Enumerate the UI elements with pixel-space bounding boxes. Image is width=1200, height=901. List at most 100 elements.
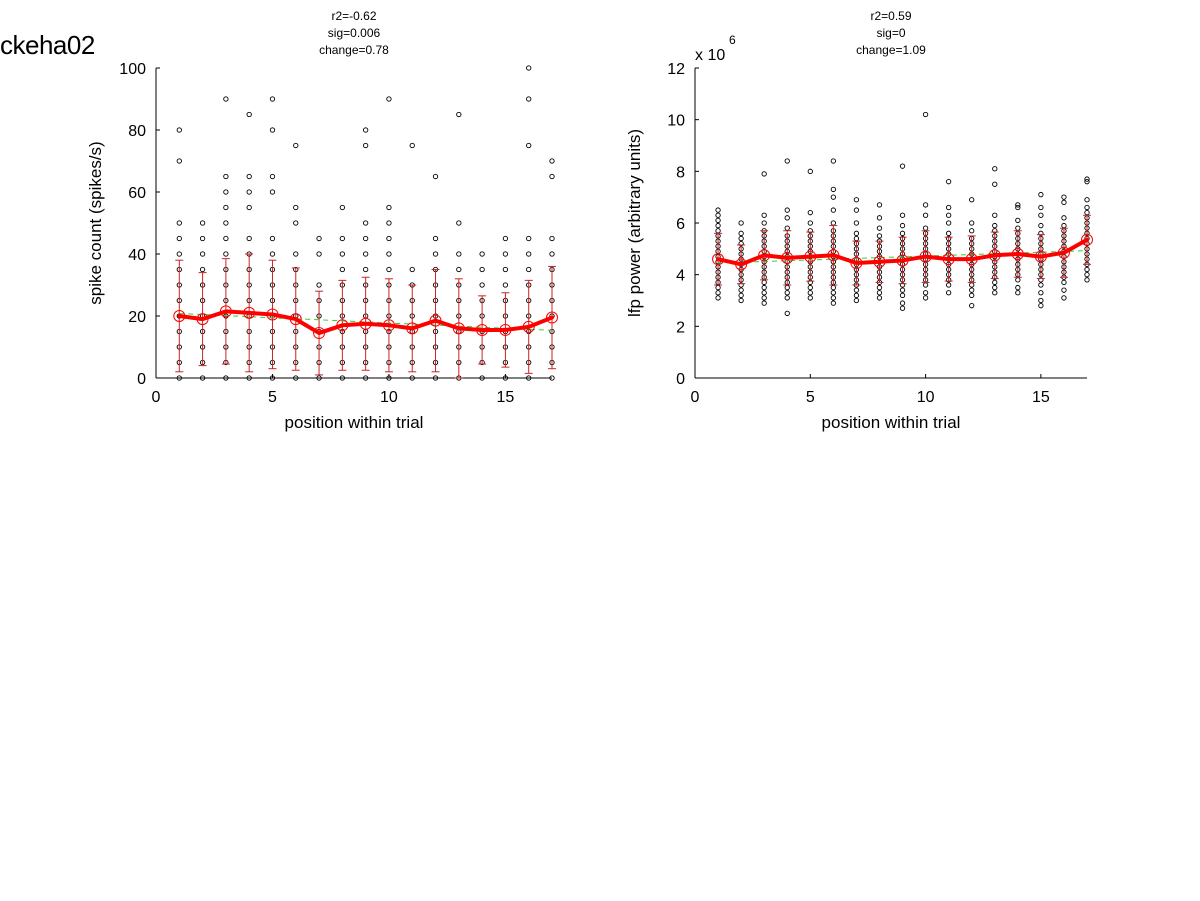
y-tick-label: 80 — [128, 123, 146, 140]
data-point — [526, 65, 532, 71]
data-point — [830, 295, 837, 301]
mean-marker — [942, 253, 955, 266]
data-point — [246, 204, 252, 211]
data-point — [715, 290, 721, 296]
data-point — [456, 220, 462, 226]
data-point — [293, 142, 299, 149]
data-point — [853, 230, 860, 236]
stat-line: r2=-0.62 — [331, 9, 376, 23]
data-point — [784, 290, 790, 296]
data-point — [922, 202, 929, 208]
data-point — [853, 207, 860, 213]
data-point — [339, 235, 346, 242]
data-point — [876, 284, 883, 291]
data-point — [432, 375, 439, 381]
mean-marker — [712, 253, 725, 266]
data-point — [432, 251, 439, 257]
data-point — [386, 96, 392, 102]
data-point — [807, 210, 813, 216]
data-point — [293, 251, 299, 257]
data-point — [784, 295, 790, 301]
y-tick-label: 60 — [128, 185, 146, 202]
data-point — [922, 111, 929, 118]
data-point — [1015, 225, 1021, 231]
data-point — [992, 290, 998, 296]
fit-line — [718, 250, 1088, 264]
mean-marker — [266, 308, 279, 321]
data-point — [1084, 179, 1090, 185]
data-point — [269, 375, 276, 381]
data-point — [293, 375, 299, 381]
data-point — [830, 300, 837, 306]
data-point — [830, 290, 837, 296]
error-bars — [175, 253, 556, 379]
mean-marker — [546, 311, 558, 324]
data-point — [199, 375, 206, 381]
data-point — [876, 202, 883, 208]
data-point — [246, 173, 252, 180]
data-point — [293, 220, 299, 226]
data-point — [807, 220, 813, 226]
mean-line — [177, 309, 554, 336]
data-point — [784, 284, 790, 291]
data-point — [761, 284, 767, 291]
x-tick-label: 0 — [691, 389, 700, 406]
data-point — [386, 266, 392, 273]
x-axis-label: position within trial — [822, 413, 961, 432]
data-point — [784, 158, 790, 164]
data-point — [223, 375, 229, 381]
mean-marker — [499, 323, 512, 336]
data-point — [922, 290, 929, 296]
y-tick-label: 0 — [137, 371, 146, 388]
y-tick-label: 100 — [119, 61, 146, 78]
data-point — [969, 303, 975, 309]
data-point — [853, 292, 860, 298]
data-point — [992, 166, 998, 172]
data-point — [386, 204, 392, 211]
data-point — [761, 279, 767, 286]
data-point — [1038, 191, 1044, 198]
data-point — [199, 266, 206, 273]
x-tick-label: 15 — [1032, 389, 1050, 406]
data-point — [549, 375, 555, 381]
y-tick-label: 12 — [667, 61, 685, 78]
data-point — [269, 96, 276, 102]
mean-marker — [988, 249, 1001, 262]
data-point — [807, 168, 813, 174]
mean-marker — [406, 322, 419, 335]
data-point — [1015, 204, 1021, 211]
mean-markers — [712, 233, 1093, 271]
data-point — [1084, 197, 1090, 203]
data-point — [807, 290, 813, 296]
data-point — [176, 235, 182, 242]
y-tick-label: 0 — [676, 371, 685, 388]
data-point — [502, 235, 509, 242]
data-point — [876, 225, 883, 231]
data-point — [899, 163, 906, 169]
data-point — [362, 220, 369, 226]
y-tick-label: 2 — [676, 319, 685, 336]
data-point — [922, 212, 929, 218]
data-point — [479, 282, 485, 288]
data-point — [1084, 272, 1090, 278]
data-point — [362, 235, 369, 242]
mean-marker — [313, 327, 326, 340]
data-point — [1084, 277, 1090, 283]
data-point — [738, 220, 744, 226]
data-point — [502, 375, 509, 381]
mean-marker — [359, 317, 372, 330]
data-point — [830, 194, 837, 200]
data-point — [830, 207, 837, 213]
chart-panel-1: r2=-0.62 sig=0.006 change=0.78 0 5 10 15 0 20 40 6… — [86, 9, 558, 432]
data-points — [715, 111, 1090, 317]
data-point — [784, 310, 790, 317]
data-point — [246, 111, 252, 118]
data-point — [316, 251, 322, 257]
data-point — [715, 228, 721, 234]
data-point — [549, 158, 555, 164]
data-point — [223, 96, 229, 102]
mean-line — [716, 237, 1089, 267]
data-point — [1061, 287, 1067, 293]
data-point — [1038, 297, 1044, 304]
data-point — [830, 158, 837, 164]
